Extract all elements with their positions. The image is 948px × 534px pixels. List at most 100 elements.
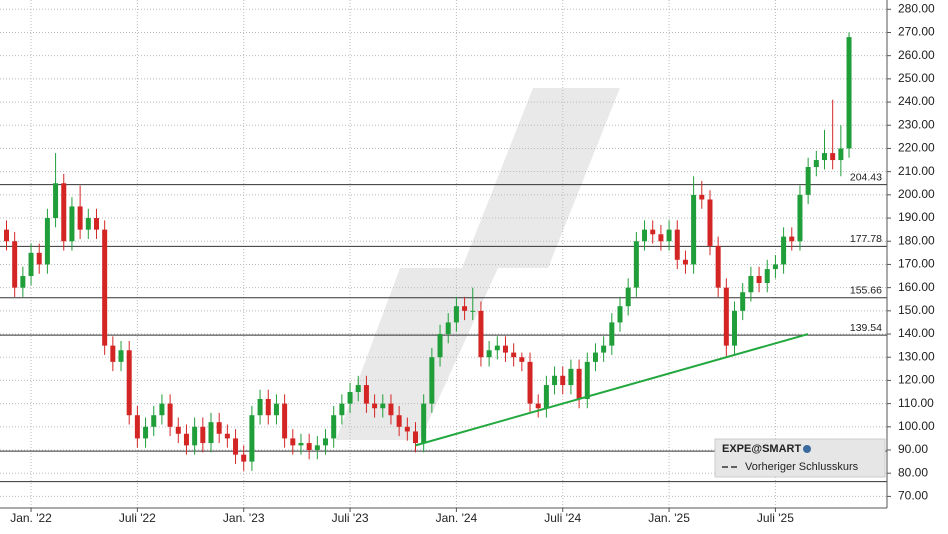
candle-body (102, 229, 108, 346)
x-tick-label: Juli '23 (332, 511, 369, 525)
candle-body (28, 252, 34, 277)
candle-body (331, 415, 337, 439)
candle-body (363, 385, 369, 404)
candle-body (552, 375, 558, 386)
candle-body (429, 357, 435, 404)
candle-body (707, 199, 713, 246)
legend-icon (803, 445, 811, 453)
candle-body (772, 264, 778, 270)
x-tick-label: Juli '22 (119, 511, 156, 525)
candle-body (740, 292, 746, 311)
candle-body (633, 241, 639, 288)
candle-body (437, 334, 443, 358)
y-tick-label: 80.00 (898, 465, 928, 479)
candle-body (666, 229, 672, 242)
candle-body (764, 269, 770, 283)
candle-body (674, 229, 680, 260)
candle-body (20, 276, 26, 288)
candle-body (273, 403, 279, 416)
legend: EXPE@SMART Vorheriger Schlusskurs (714, 438, 886, 478)
y-tick-label: 150.00 (898, 303, 935, 317)
candle-body (527, 361, 533, 404)
y-tick-label: 220.00 (898, 141, 935, 155)
candle-body (723, 287, 729, 346)
candle-body (36, 252, 42, 265)
candle-body (609, 322, 615, 346)
candle-body (658, 234, 664, 242)
candle-body (494, 345, 500, 351)
candle-body (265, 398, 271, 416)
candle-body (568, 368, 574, 386)
candle-body (511, 352, 517, 358)
candle-body (69, 206, 75, 242)
candle-body (290, 438, 296, 446)
candle-body (314, 445, 320, 451)
y-tick-label: 180.00 (898, 233, 935, 247)
x-tick-label: Jan. '23 (223, 511, 265, 525)
candle-body (355, 385, 361, 393)
candle-body (380, 403, 386, 409)
candle-body (642, 229, 648, 242)
candle-body (339, 403, 345, 416)
candle-body (404, 426, 410, 432)
candle-body (789, 236, 795, 242)
level-label: 139.54 (850, 322, 882, 334)
candle-body (625, 287, 631, 307)
candle-body (143, 426, 149, 439)
candle-body (805, 167, 811, 195)
candle-body (12, 241, 18, 288)
x-tick-label: Juli '25 (757, 511, 794, 525)
y-tick-label: 210.00 (898, 164, 935, 178)
level-label: 177.78 (850, 233, 882, 245)
candle-body (732, 310, 738, 346)
candle-body (53, 183, 59, 219)
y-tick-label: 230.00 (898, 117, 935, 131)
legend-box (714, 438, 886, 478)
x-tick-label: Juli '24 (544, 511, 581, 525)
candle-body (822, 153, 827, 161)
candle-body (208, 422, 214, 444)
candle-body (151, 415, 157, 427)
candle-body (543, 385, 549, 409)
x-tick-label: Jan. '24 (436, 511, 478, 525)
y-tick-label: 140.00 (898, 326, 935, 340)
y-tick-label: 260.00 (898, 48, 935, 62)
trendline (415, 333, 809, 447)
y-tick-label: 250.00 (898, 71, 935, 85)
candle-body (748, 276, 754, 293)
candle-body (813, 160, 819, 168)
candle-body (478, 310, 484, 358)
candle-body (560, 375, 566, 386)
y-tick-label: 130.00 (898, 349, 935, 363)
candle-body (846, 37, 852, 149)
candle-body (4, 229, 9, 242)
candle-body (93, 218, 99, 230)
candle-body (388, 403, 394, 416)
y-tick-label: 200.00 (898, 187, 935, 201)
candle-body (44, 218, 50, 265)
candle-body (77, 206, 83, 230)
candle-body (584, 361, 590, 399)
candle-body (470, 310, 476, 312)
candle-body (781, 236, 787, 265)
candle-body (396, 415, 402, 427)
y-tick-label: 170.00 (898, 257, 935, 271)
candle-body (216, 422, 222, 434)
x-tick-label: Jan. '22 (10, 511, 52, 525)
y-tick-label: 270.00 (898, 25, 935, 39)
candle-body (347, 392, 353, 404)
y-tick-label: 190.00 (898, 210, 935, 224)
legend-title: EXPE@SMART (722, 443, 801, 455)
candle-body (797, 194, 803, 242)
candle-body (601, 345, 607, 353)
candle-body (502, 345, 508, 353)
candle-body (118, 350, 124, 362)
level-label: 204.43 (850, 171, 882, 183)
candle-body (282, 403, 288, 439)
candle-body (486, 350, 492, 358)
candle-body (682, 259, 688, 265)
y-tick-label: 240.00 (898, 94, 935, 108)
candle-body (257, 398, 263, 416)
candle-body (192, 426, 198, 446)
